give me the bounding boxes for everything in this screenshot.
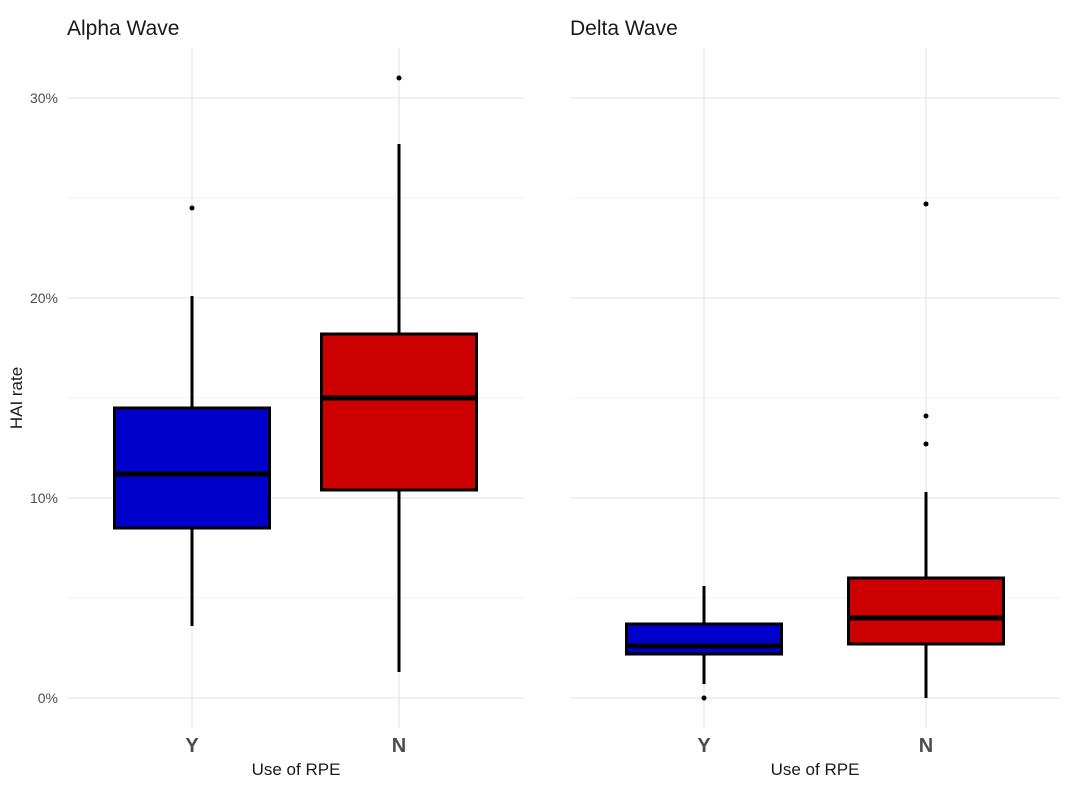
y-tick-label: 0% bbox=[38, 690, 58, 706]
outlier-point bbox=[923, 441, 929, 447]
y-tick-label: 30% bbox=[30, 90, 58, 106]
y-tick-label: 10% bbox=[30, 490, 58, 506]
outlier-point bbox=[396, 75, 402, 81]
boxes-alpha bbox=[113, 75, 478, 672]
x-tick-label: Y bbox=[185, 735, 199, 757]
outlier-point bbox=[923, 413, 929, 419]
boxes-delta bbox=[625, 201, 1005, 701]
outlier-point bbox=[701, 695, 707, 701]
x-tick-label: N bbox=[392, 735, 406, 757]
box-y bbox=[113, 205, 271, 626]
panel-title-alpha: Alpha Wave bbox=[67, 17, 179, 40]
y-tick-labels: 0% 10% 20% 30% bbox=[30, 90, 58, 706]
iqr-box bbox=[847, 576, 1005, 646]
y-tick-label: 20% bbox=[30, 290, 58, 306]
box-y bbox=[625, 586, 783, 701]
box-n bbox=[847, 201, 1005, 698]
x-axis-title-delta: Use of RPE bbox=[771, 760, 860, 779]
iqr-box bbox=[113, 406, 271, 530]
box-n bbox=[320, 75, 478, 672]
iqr-box bbox=[625, 622, 783, 656]
x-axis-title-alpha: Use of RPE bbox=[252, 760, 341, 779]
outlier-point bbox=[189, 205, 195, 211]
panel-title-delta: Delta Wave bbox=[570, 17, 678, 40]
x-tick-label: Y bbox=[697, 735, 711, 757]
x-tick-label: N bbox=[919, 735, 933, 757]
y-axis-title: HAI rate bbox=[7, 367, 26, 429]
outlier-point bbox=[923, 201, 929, 207]
iqr-box bbox=[320, 332, 478, 492]
